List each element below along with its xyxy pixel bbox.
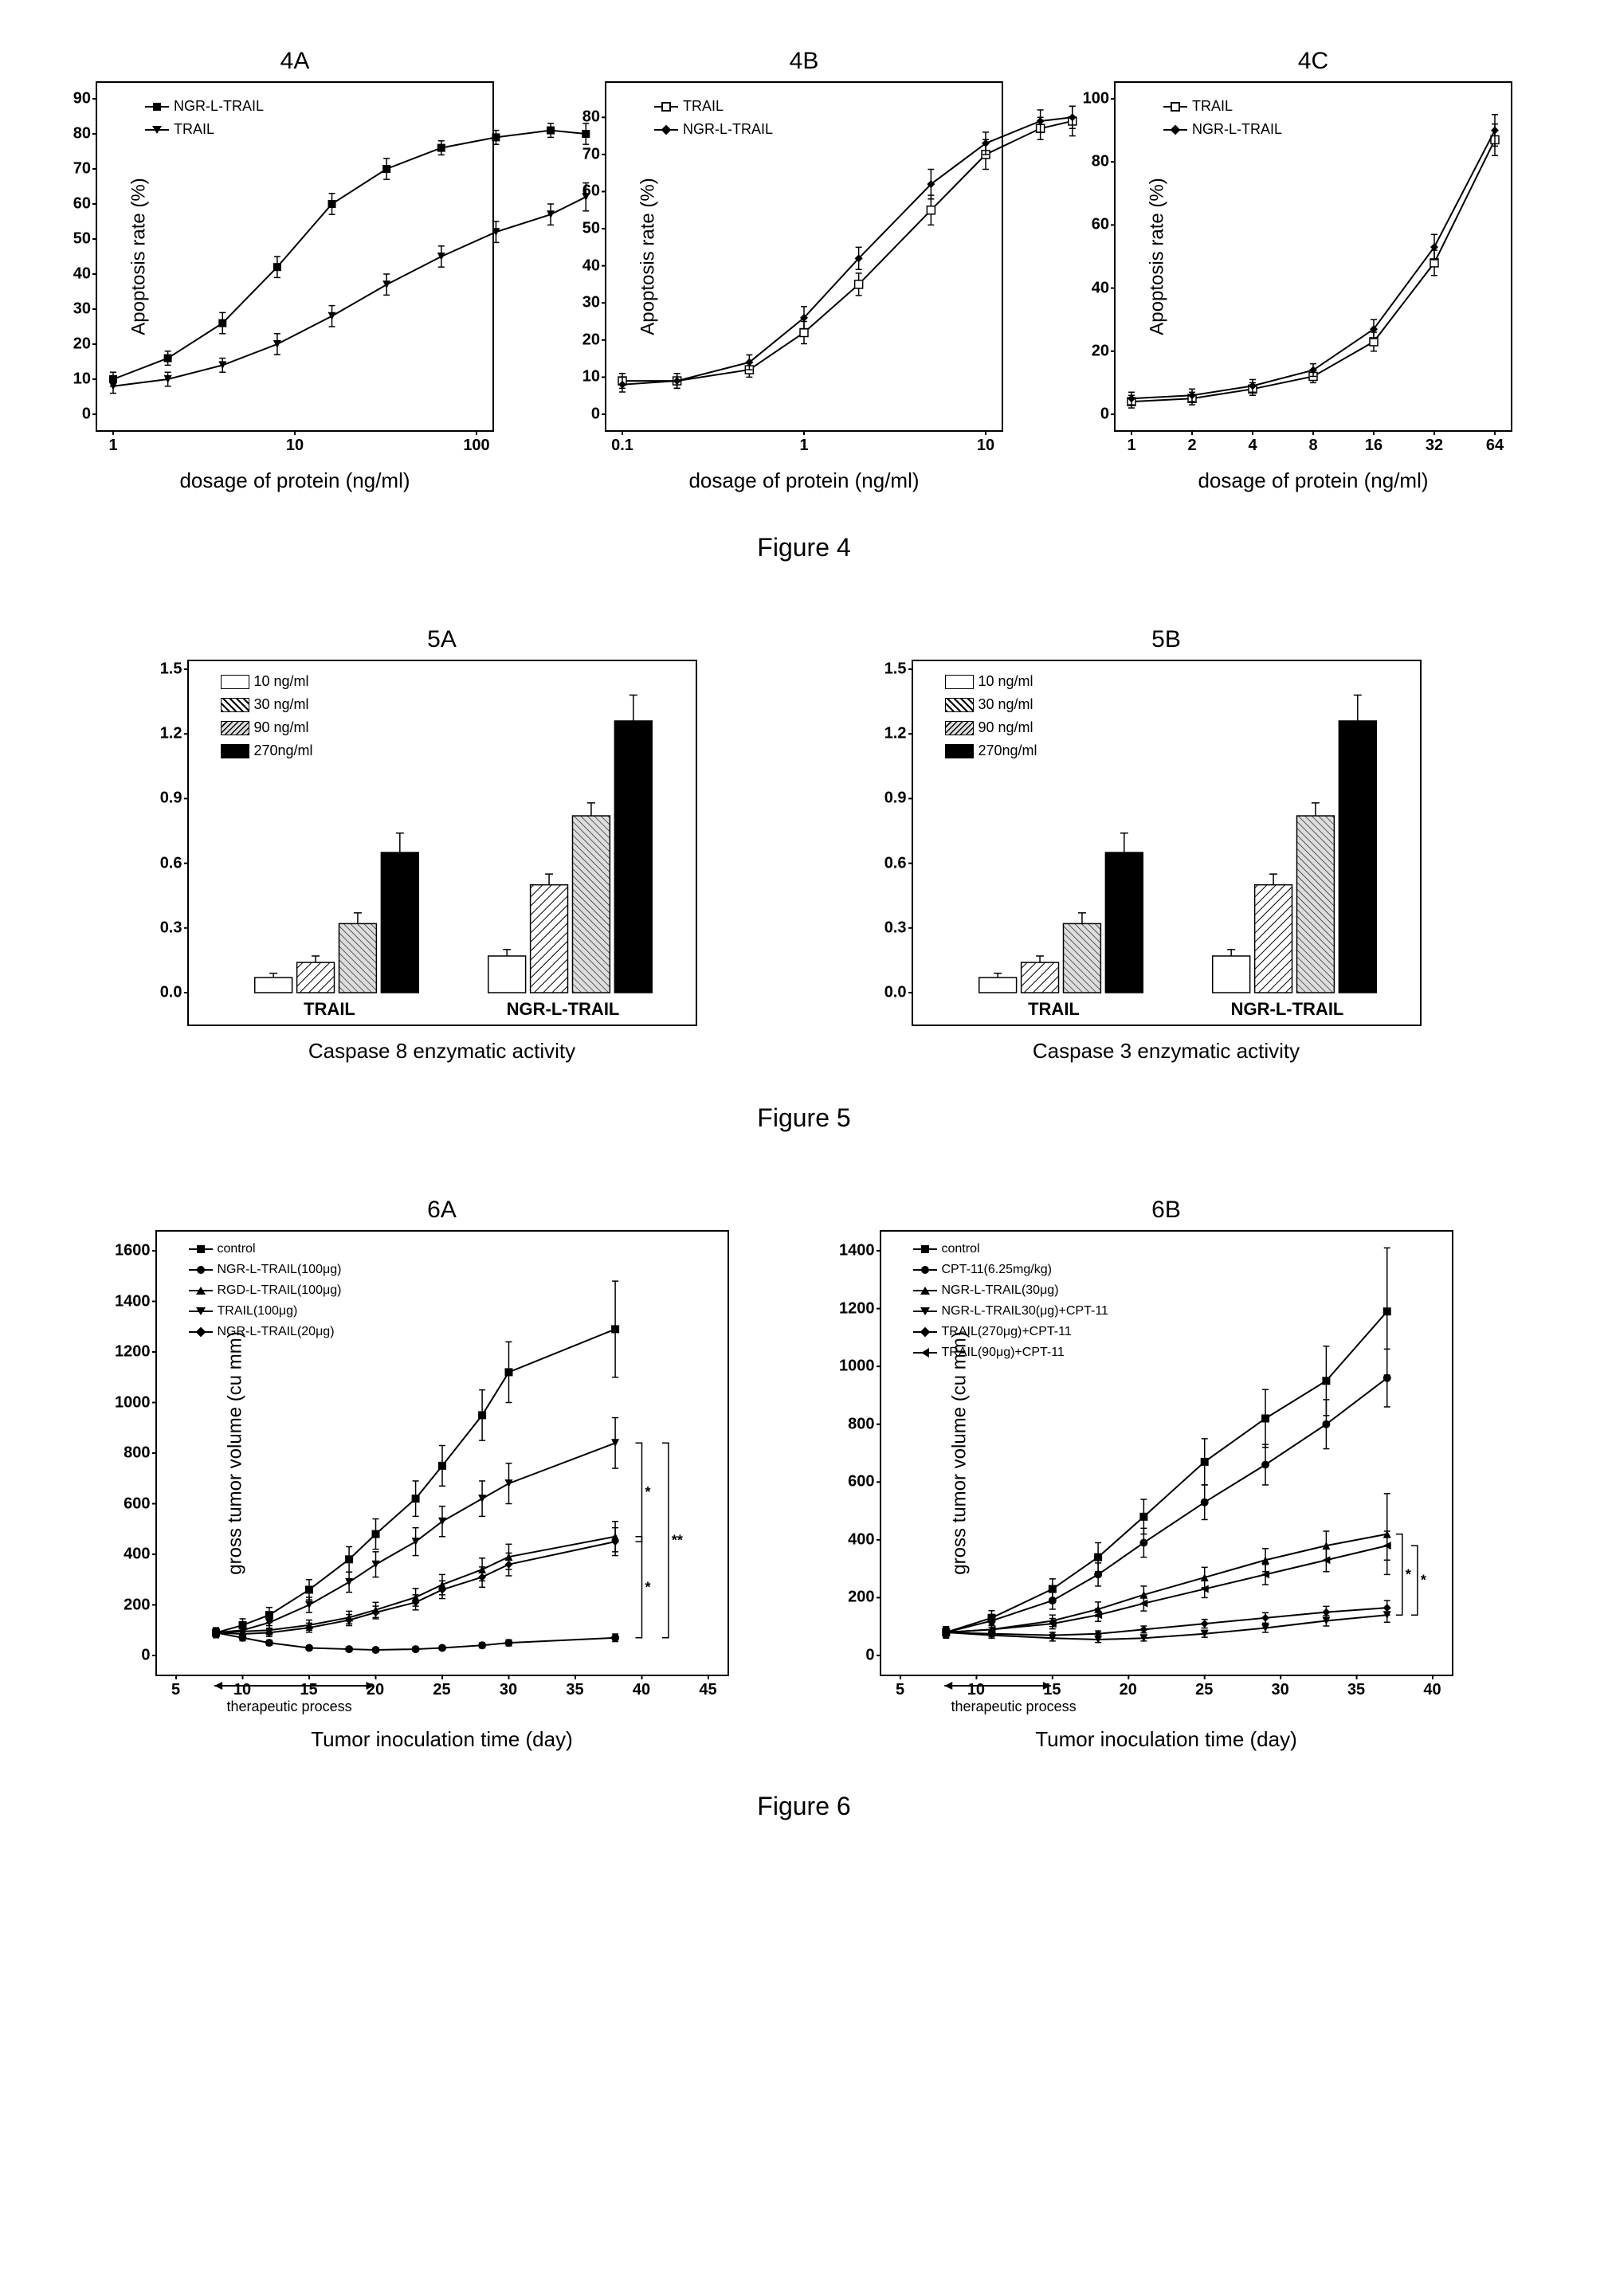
plot-4c [1116,83,1511,430]
plot-6a: **** [157,1232,728,1675]
xlabel-6a: Tumor inoculation time (day) [311,1727,573,1752]
svg-text:NGR-L-TRAIL: NGR-L-TRAIL [1230,999,1343,1019]
chart-6b: gross tumor volume (cu mm) control CPT-1… [880,1230,1453,1676]
xlabel-4c: dosage of protein (ng/ml) [1198,468,1428,493]
figure-5: 5A 10 ng/ml 30 ng/ml 90 ng/ml 270ng/ml T… [96,626,1512,1133]
plot-5b: TRAIL NGR-L-TRAIL [913,661,1420,1025]
svg-text:**: ** [671,1533,682,1549]
plot-4b [606,83,1002,430]
subcaption-5a: Caspase 8 enzymatic activity [308,1039,575,1064]
chart-5a: 10 ng/ml 30 ng/ml 90 ng/ml 270ng/ml TRAI… [187,660,697,1026]
svg-text:*: * [645,1484,650,1500]
figure-6: 6A gross tumor volume (cu mm) control NG… [96,1197,1512,1821]
panel-5a-title: 5A [427,626,457,653]
panel-4b-title: 4B [790,48,819,75]
svg-text:TRAIL: TRAIL [1028,999,1080,1019]
subcaption-5b: Caspase 3 enzymatic activity [1033,1039,1300,1064]
chart-5b: 10 ng/ml 30 ng/ml 90 ng/ml 270ng/ml TRAI… [912,660,1422,1026]
panel-4c-title: 4C [1298,48,1328,75]
panel-4a-title: 4A [280,48,310,75]
figure-5-caption: Figure 5 [96,1103,1512,1133]
xlabel-6b: Tumor inoculation time (day) [1035,1727,1297,1752]
svg-text:*: * [1420,1573,1426,1589]
panel-5b: 5B 10 ng/ml 30 ng/ml 90 ng/ml 270ng/ml T… [912,626,1422,1064]
panel-6a: 6A gross tumor volume (cu mm) control NG… [155,1197,729,1752]
panel-6b-title: 6B [1151,1197,1181,1224]
figure-4: 4A Apoptosis rate (%) NGR-L-TRAIL TRAIL … [96,48,1512,562]
xlabel-4a: dosage of protein (ng/ml) [179,468,410,493]
figure-6-caption: Figure 6 [96,1792,1512,1821]
plot-4a [97,83,492,430]
svg-text:*: * [1405,1566,1410,1582]
panel-6a-title: 6A [427,1197,457,1224]
panel-4a: 4A Apoptosis rate (%) NGR-L-TRAIL TRAIL … [96,48,494,493]
svg-text:*: * [645,1579,650,1595]
svg-text:TRAIL: TRAIL [304,999,355,1019]
figure-4-caption: Figure 4 [96,533,1512,562]
panel-4b: 4B Apoptosis rate (%) TRAIL NGR-L-TRAIL … [605,48,1003,493]
therapeutic-arrow-6b [880,1676,1453,1700]
chart-4c: Apoptosis rate (%) TRAIL NGR-L-TRAIL 020… [1114,81,1512,432]
plot-5a: TRAIL NGR-L-TRAIL [189,661,696,1025]
chart-4a: Apoptosis rate (%) NGR-L-TRAIL TRAIL 010… [96,81,494,432]
therapeutic-label-6a: therapeutic process [227,1698,352,1715]
panel-5a: 5A 10 ng/ml 30 ng/ml 90 ng/ml 270ng/ml T… [187,626,697,1064]
therapeutic-label-6b: therapeutic process [951,1698,1077,1715]
xlabel-4b: dosage of protein (ng/ml) [688,468,919,493]
panel-5b-title: 5B [1151,626,1181,653]
chart-6a: gross tumor volume (cu mm) control NGR-L… [155,1230,729,1676]
plot-6b: ** [881,1232,1452,1675]
panel-6b: 6B gross tumor volume (cu mm) control CP… [880,1197,1453,1752]
therapeutic-arrow-6a [155,1676,729,1700]
svg-text:NGR-L-TRAIL: NGR-L-TRAIL [506,999,619,1019]
chart-4b: Apoptosis rate (%) TRAIL NGR-L-TRAIL 010… [605,81,1003,432]
panel-4c: 4C Apoptosis rate (%) TRAIL NGR-L-TRAIL … [1114,48,1512,493]
